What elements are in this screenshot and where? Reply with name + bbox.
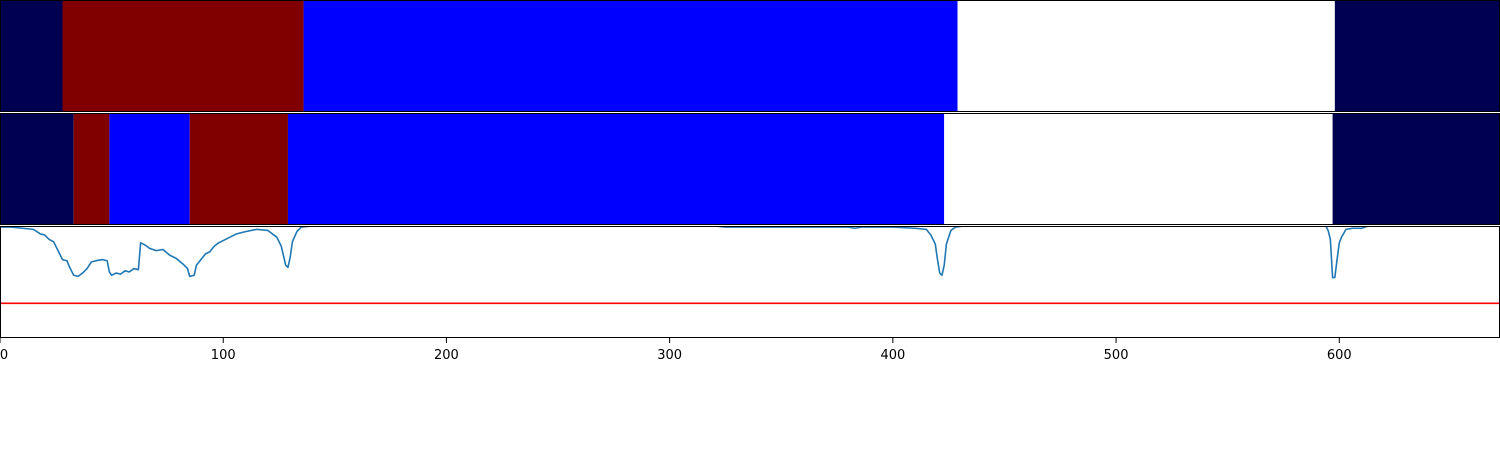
x-tick-label: 300 <box>657 348 682 363</box>
x-axis: 0 100 200 300 400 500 600 <box>0 338 1352 363</box>
segment-bar <box>189 113 288 225</box>
segment-bar <box>303 0 958 112</box>
x-tick-label: 500 <box>1104 348 1129 363</box>
segment-strip-middle <box>0 113 1500 225</box>
segment-bar <box>944 113 1333 225</box>
series-line <box>0 226 1429 279</box>
segment-bar <box>1334 0 1500 112</box>
segment-bar <box>0 113 74 225</box>
x-tick-label: 0 <box>0 348 8 363</box>
x-tick-label: 400 <box>880 348 905 363</box>
segment-bar <box>287 113 945 225</box>
line-panel <box>0 226 1500 305</box>
segment-bar <box>109 113 190 225</box>
x-tick-label: 600 <box>1327 348 1352 363</box>
segment-bar <box>62 0 304 112</box>
segment-bar <box>1332 113 1500 225</box>
segment-bar <box>957 0 1335 112</box>
segment-bar <box>73 113 110 225</box>
segment-strip-top <box>0 0 1500 112</box>
segment-bar <box>0 0 63 112</box>
x-tick-label: 200 <box>434 348 459 363</box>
x-tick-label: 100 <box>211 348 236 363</box>
panel-frame <box>0 226 1500 338</box>
